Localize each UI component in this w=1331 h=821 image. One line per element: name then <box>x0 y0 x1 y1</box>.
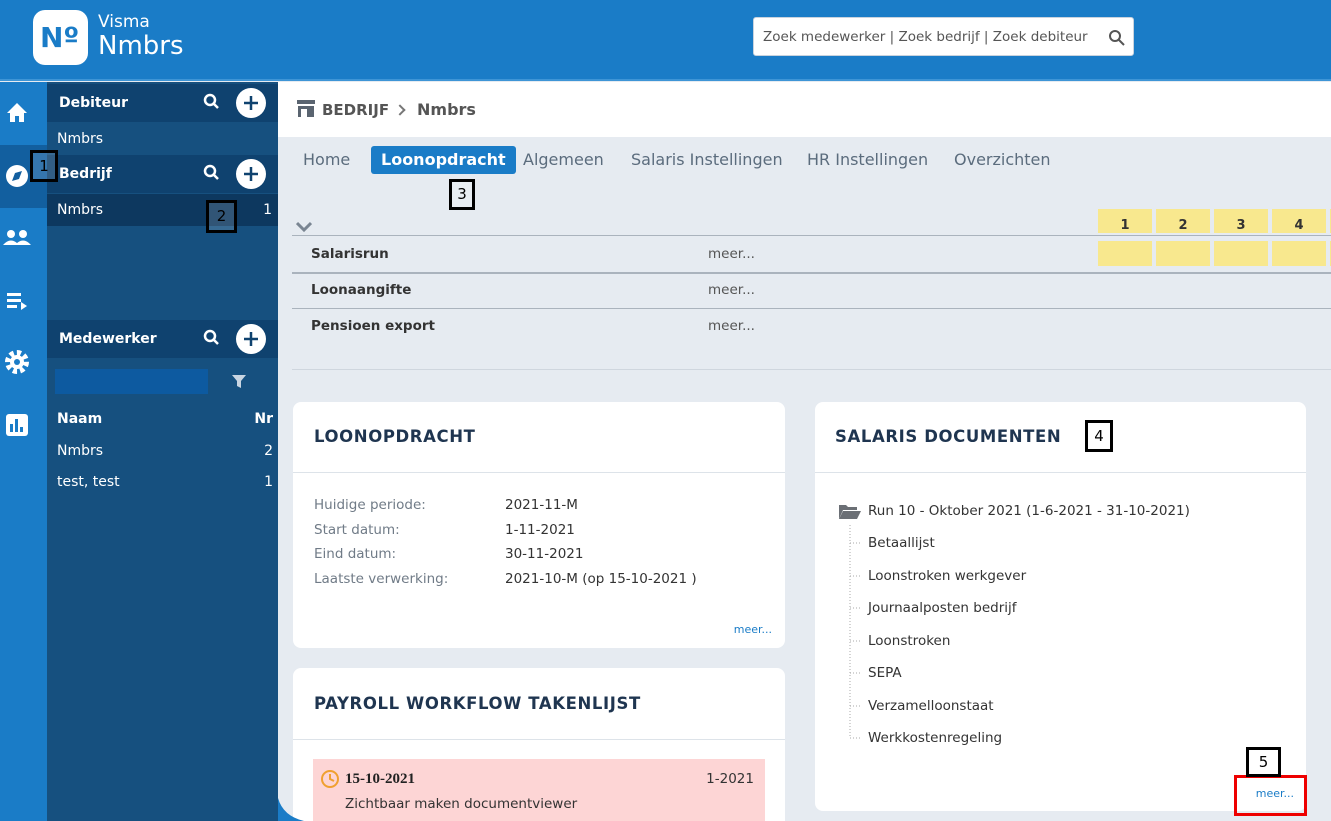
schedule-cell <box>1156 241 1210 266</box>
more-link[interactable]: meer... <box>708 282 755 298</box>
schedule-row-name: Pensioen export <box>311 318 435 334</box>
search-placeholder[interactable]: Zoek medewerker | Zoek bedrijf | Zoek de… <box>763 29 1088 45</box>
card-divider <box>293 472 785 473</box>
schedule-cell <box>1214 241 1268 266</box>
document-link[interactable]: Betaallijst <box>868 535 935 551</box>
field-value: 2021-11-M <box>505 497 578 513</box>
annotation-marker: 3 <box>449 179 475 210</box>
section-title: Debiteur <box>59 95 128 111</box>
item-count: 1 <box>263 202 272 218</box>
schedule-header-cell <box>1214 209 1268 233</box>
folder-name[interactable]: Run 10 - Oktober 2021 (1-6-2021 - 31-10-… <box>868 503 1190 519</box>
chevron[interactable] <box>296 221 312 233</box>
search-box[interactable] <box>753 17 1134 56</box>
annotation-marker: 1 <box>30 150 58 182</box>
schedule-header-cell <box>1272 209 1326 233</box>
more-link[interactable]: meer... <box>1255 787 1294 800</box>
document-link[interactable]: Journaalposten bedrijf <box>868 600 1017 616</box>
card-divider <box>293 739 785 740</box>
logo-box <box>33 10 88 65</box>
logo-text: Nº <box>40 21 80 54</box>
folder-icon <box>839 505 861 519</box>
schedule-cell <box>1098 241 1152 266</box>
document-link[interactable]: Verzamelloonstaat <box>868 697 994 714</box>
schedule-header-cell <box>1098 209 1152 233</box>
schedule-row-name: Salarisrun <box>311 246 389 262</box>
annotation-marker: 2 <box>206 200 237 233</box>
annotation-marker: 4 <box>1085 420 1113 452</box>
schedule-column: 4 <box>1294 218 1304 233</box>
field-label: Eind datum: <box>314 546 397 562</box>
breadcrumb-current: Nmbrs <box>417 100 476 119</box>
more-link[interactable]: meer... <box>708 318 755 334</box>
card-divider <box>815 472 1306 473</box>
field-label: Huidige periode: <box>314 497 426 513</box>
field-value: 1-11-2021 <box>505 521 575 538</box>
task-text: Zichtbaar maken documentviewer <box>345 796 578 812</box>
annotation-marker: 5 <box>1246 747 1281 777</box>
employee-nr: 2 <box>264 443 273 459</box>
field-label: Start datum: <box>314 521 400 538</box>
schedule-cell <box>1272 241 1326 266</box>
task-period: 1-2021 <box>706 771 754 787</box>
schedule-line <box>292 308 1331 309</box>
employee-name[interactable]: Nmbrs <box>57 443 104 459</box>
section-title: Bedrijf <box>59 166 112 182</box>
sidebar-actions[interactable] <box>200 88 270 358</box>
column-header: Nr <box>254 411 273 427</box>
sidebar-item[interactable]: Nmbrs <box>57 202 104 218</box>
more-link[interactable]: meer... <box>733 623 772 636</box>
tab[interactable]: HR Instellingen <box>807 150 929 169</box>
brand-top: Visma <box>98 12 150 32</box>
schedule-column: 3 <box>1236 218 1246 233</box>
sidebar-item[interactable]: Nmbrs <box>57 131 104 147</box>
divider <box>292 369 1331 370</box>
task-box[interactable] <box>313 759 765 821</box>
search-icon[interactable] <box>1108 29 1126 47</box>
card-title: LOONOPDRACHT <box>314 427 476 446</box>
tab[interactable]: Home <box>303 150 351 169</box>
tab[interactable]: Algemeen <box>523 150 604 169</box>
schedule-line <box>292 272 1331 274</box>
more-link[interactable]: meer... <box>708 246 755 262</box>
card <box>293 402 785 648</box>
field-value: 2021-10-M (op 15-10-2021 ) <box>505 570 697 587</box>
schedule-header-cell <box>1156 209 1210 233</box>
tab[interactable]: Salaris Instellingen <box>631 150 783 169</box>
tree-lines <box>849 525 860 739</box>
section-title: Medewerker <box>59 331 157 347</box>
field-label: Laatste verwerking: <box>314 570 449 587</box>
employee-nr: 1 <box>264 474 273 490</box>
document-link[interactable]: Werkkostenregeling <box>868 730 1003 746</box>
document-link[interactable]: SEPA <box>868 665 902 681</box>
filter-icon[interactable] <box>232 375 246 389</box>
employee-name[interactable]: test, test <box>57 474 120 490</box>
schedule-line <box>292 235 1331 236</box>
document-link[interactable]: Loonstroken <box>868 632 951 649</box>
corner-shape <box>278 798 304 821</box>
tab[interactable]: Loonopdracht <box>371 146 516 174</box>
selected-row[interactable] <box>47 194 278 226</box>
rail-icons[interactable] <box>0 82 47 442</box>
schedule-row-name: Loonaangifte <box>311 282 412 298</box>
field-value: 30-11-2021 <box>505 546 584 562</box>
card-title: PAYROLL WORKFLOW TAKENLIJST <box>314 694 641 713</box>
card-title: SALARIS DOCUMENTEN <box>835 427 1062 446</box>
tab[interactable]: Overzichten <box>954 150 1051 169</box>
breadcrumb-section[interactable]: BEDRIJF <box>322 101 390 119</box>
brand-name: Nmbrs <box>98 31 184 61</box>
task-date: 15-10-2021 <box>345 771 415 787</box>
document-link[interactable]: Loonstroken werkgever <box>868 567 1027 584</box>
shop-icon <box>297 100 315 117</box>
column-header: Naam <box>57 411 103 427</box>
filter-input[interactable] <box>55 369 208 394</box>
card <box>815 402 1306 811</box>
schedule-column: 2 <box>1178 218 1188 233</box>
clock-icon <box>321 770 339 788</box>
breadcrumb-bar <box>278 82 1331 137</box>
schedule-column: 1 <box>1120 218 1130 233</box>
